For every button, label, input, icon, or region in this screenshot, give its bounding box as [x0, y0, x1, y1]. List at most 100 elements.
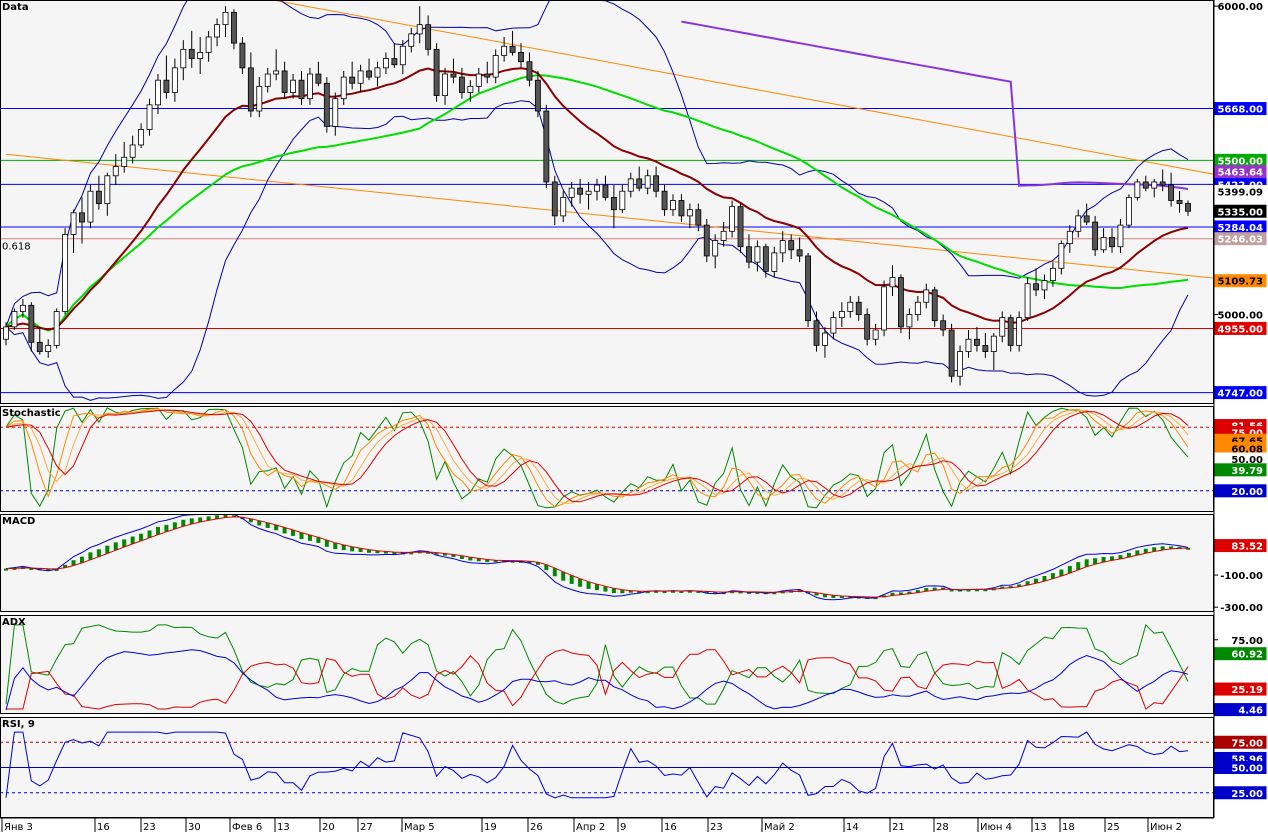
macd-histogram-bar-73 — [620, 589, 625, 594]
x-axis-label-0: Янв 3 — [4, 822, 33, 833]
candle-body-112 — [948, 329, 955, 377]
adx-plus-di-line — [5, 623, 1189, 705]
candle-body-70 — [594, 184, 600, 192]
stochastic-title: Stochastic — [2, 408, 61, 419]
candle-body-13 — [112, 166, 119, 177]
candle-body-4 — [36, 341, 43, 352]
macd-histogram-bar-84 — [713, 591, 718, 594]
stochastic-signal-line — [5, 409, 1189, 503]
macd-histogram-bar-6 — [54, 568, 59, 571]
macd-histogram-bar-16 — [139, 533, 144, 541]
x-axis-label-15: Май 2 — [764, 822, 795, 833]
stochastic-badge-39.79-bg — [1214, 463, 1267, 477]
candle-body-1 — [11, 311, 18, 328]
candle-body-101 — [855, 301, 862, 315]
macd-histogram-bar-31 — [265, 522, 270, 528]
candle-body-131 — [1109, 237, 1115, 248]
x-axis-label-23: Июн 2 — [1150, 822, 1182, 833]
macd-histogram-bar-21 — [181, 519, 186, 527]
candle-body-38 — [323, 82, 330, 127]
rsi-badge-58.96: 58.96 — [1231, 754, 1263, 765]
candle-body-7 — [62, 233, 69, 312]
main-badge-5668.00-bg — [1214, 102, 1267, 116]
macd-histogram-bar-131 — [1110, 556, 1115, 561]
candle-body-88 — [746, 246, 752, 263]
candle-body-134 — [1134, 181, 1141, 198]
candle-body-3 — [28, 304, 35, 343]
candle-body-123 — [1041, 280, 1048, 291]
candle-body-23 — [197, 52, 204, 59]
candle-body-109 — [923, 289, 930, 303]
macd-histogram-bar-120 — [1017, 584, 1022, 587]
macd-histogram-bar-3 — [29, 567, 34, 570]
candle-body-137 — [1159, 181, 1166, 186]
main-badge-5109.73-bg — [1214, 274, 1267, 288]
x-axis-label-11: Апр 2 — [576, 822, 605, 833]
macd-histogram-bar-130 — [1101, 556, 1106, 563]
candle-body-73 — [619, 190, 626, 211]
macd-histogram-bar-121 — [1025, 581, 1030, 586]
main-badge-4955.00: 4955.00 — [1217, 324, 1263, 335]
macd-histogram-bar-64 — [544, 564, 549, 571]
trend-channel-line-2 — [5, 153, 1214, 279]
macd-histogram-bar-34 — [291, 529, 296, 536]
adx-badge-60.92: 60.92 — [1231, 650, 1263, 661]
adx-plot — [5, 623, 1189, 711]
macd-histogram-bar-26 — [223, 514, 228, 518]
candle-body-99 — [838, 311, 845, 319]
macd-histogram-bar-62 — [527, 561, 532, 564]
macd-histogram-bar-32 — [274, 524, 279, 531]
candle-body-27 — [231, 11, 237, 44]
x-axis-label-5: 13 — [277, 822, 290, 833]
candle-body-139 — [1176, 200, 1183, 204]
candle-body-75 — [636, 178, 643, 189]
macd-histogram-bar-20 — [172, 522, 177, 529]
x-axis-label-8: Мар 5 — [404, 822, 435, 833]
main-badge-5463.64-bg — [1214, 165, 1267, 179]
candle-body-94 — [796, 249, 803, 257]
x-axis-label-12: 9 — [620, 822, 626, 833]
macd-histogram-bar-97 — [822, 594, 827, 598]
rsi-title: RSI, 9 — [2, 719, 35, 730]
stochastic-badge-67.65: 67.65 — [1231, 436, 1263, 447]
macd-histogram-bar-81 — [687, 590, 692, 593]
macd-histogram-bar-99 — [839, 596, 844, 599]
macd-histogram-bar-138 — [1169, 546, 1174, 549]
x-axis-label-20: 13 — [1034, 822, 1047, 833]
adx-badge-25.19: 25.19 — [1231, 685, 1263, 696]
candle-body-124 — [1049, 267, 1056, 282]
candle-body-95 — [805, 255, 812, 322]
candle-body-55 — [467, 85, 474, 93]
x-axis-label-14: 23 — [710, 822, 723, 833]
candle-body-87 — [737, 206, 744, 248]
macd-histogram-bar-106 — [898, 592, 903, 595]
macd-histogram-bar-23 — [198, 517, 203, 523]
adx-minus-di-line — [6, 649, 1189, 710]
main-badge-5500.00: 5500.00 — [1217, 156, 1263, 167]
stochastic-d-line — [5, 407, 1189, 508]
macd-histogram-bar-18 — [155, 526, 160, 535]
macd-histogram-bar-50 — [426, 551, 431, 554]
macd-histogram-bar-44 — [375, 550, 380, 554]
stochastic-badge-20.00: 20.00 — [1231, 487, 1263, 498]
candle-body-125 — [1058, 243, 1065, 269]
macd-histogram-bar-116 — [983, 589, 988, 592]
candle-body-126 — [1066, 230, 1073, 245]
macd-histogram-bar-43 — [367, 549, 372, 553]
candle-body-62 — [526, 61, 533, 81]
macd-histogram-bar-25 — [215, 515, 220, 519]
x-axis-label-9: 19 — [484, 822, 497, 833]
candle-body-102 — [864, 314, 871, 340]
candle-body-69 — [585, 190, 592, 195]
candle-body-118 — [999, 317, 1006, 337]
macd-histogram-bar-83 — [704, 591, 709, 594]
adx-badge-60.92-bg — [1214, 647, 1267, 661]
candle-body-67 — [568, 187, 575, 198]
macd-histogram-bar-10 — [88, 552, 93, 560]
candle-body-93 — [788, 240, 795, 251]
main-badge-5668.00: 5668.00 — [1217, 105, 1263, 116]
macd-histogram-bar-91 — [772, 592, 777, 595]
macd-histogram-bar-89 — [755, 591, 760, 594]
moving-average-green — [5, 74, 1189, 332]
